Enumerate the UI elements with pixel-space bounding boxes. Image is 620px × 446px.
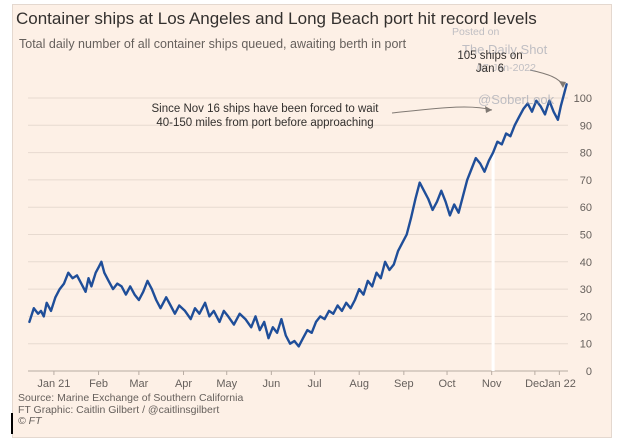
x-tick-label: Sep <box>394 378 414 390</box>
series-layer <box>28 83 568 348</box>
y-tick-label: 80 <box>580 148 592 160</box>
watermark-posted: Posted on <box>452 26 500 38</box>
annotation-peak: 105 ships on Jan 6 <box>457 50 523 75</box>
annotation-wait: Since Nov 16 ships have been forced to w… <box>140 102 390 130</box>
series-line-0 <box>28 83 568 348</box>
chart-title: Container ships at Los Angeles and Long … <box>16 9 537 28</box>
y-tick-label: 30 <box>580 284 592 296</box>
chart-card <box>12 4 612 438</box>
x-tick-label: Feb <box>89 378 108 390</box>
x-axis: Jan 21 Feb Mar Apr May Jun Jul Aug Sep Oct Nov DecJ… <box>37 371 576 390</box>
y-tick-label: 10 <box>580 339 592 351</box>
y-tick-label: 0 <box>586 366 592 378</box>
y-axis: 0 10 20 30 40 50 60 70 80 90 100 <box>574 93 592 378</box>
arrowhead-wait <box>485 106 492 113</box>
y-tick-label: 90 <box>580 120 592 132</box>
source-block: Source: Marine Exchange of Southern Cali… <box>18 392 244 428</box>
x-tick-label: May <box>216 378 237 390</box>
annotation-arrows <box>391 69 566 114</box>
annotation-wait-line2: 40-150 miles from port before approachin… <box>156 117 374 129</box>
text-cursor <box>11 413 13 434</box>
y-tick-label: 50 <box>580 230 592 242</box>
x-tick-label: Jan 22 <box>543 378 576 390</box>
x-tick-label: Dec <box>525 378 545 390</box>
copyright: © FT <box>18 415 42 427</box>
x-tick-label: Oct <box>438 378 455 390</box>
watermark-brand: The Daily Shot <box>462 42 548 57</box>
y-tick-label: 60 <box>580 202 592 214</box>
x-tick-label: Jan 21 <box>37 378 70 390</box>
y-tick-label: 20 <box>580 311 592 323</box>
chart-subtitle: Total daily number of all container ship… <box>19 37 407 51</box>
watermark-date: 07-Jan-2022 <box>477 62 536 74</box>
x-tick-label: Jun <box>262 378 280 390</box>
x-tick-label: Aug <box>349 378 369 390</box>
annotation-wait-line1: Since Nov 16 ships have been forced to w… <box>151 103 379 115</box>
arrowhead-peak <box>559 81 566 88</box>
x-tick-label: Jul <box>308 378 322 390</box>
x-tick-label: Mar <box>129 378 148 390</box>
y-tick-label: 40 <box>580 257 592 269</box>
gridlines <box>28 97 568 372</box>
watermark-handle: @SoberLook <box>478 92 555 107</box>
graphic-credit: FT Graphic: Caitlin Gilbert / @caitlinsg… <box>18 403 220 416</box>
source-line: Source: Marine Exchange of Southern Cali… <box>18 392 244 404</box>
x-tick-label: Apr <box>175 378 192 390</box>
y-tick-label: 70 <box>580 175 592 187</box>
y-tick-label: 100 <box>574 93 592 105</box>
x-tick-label: Nov <box>482 378 502 390</box>
arrow-wait <box>391 106 493 114</box>
